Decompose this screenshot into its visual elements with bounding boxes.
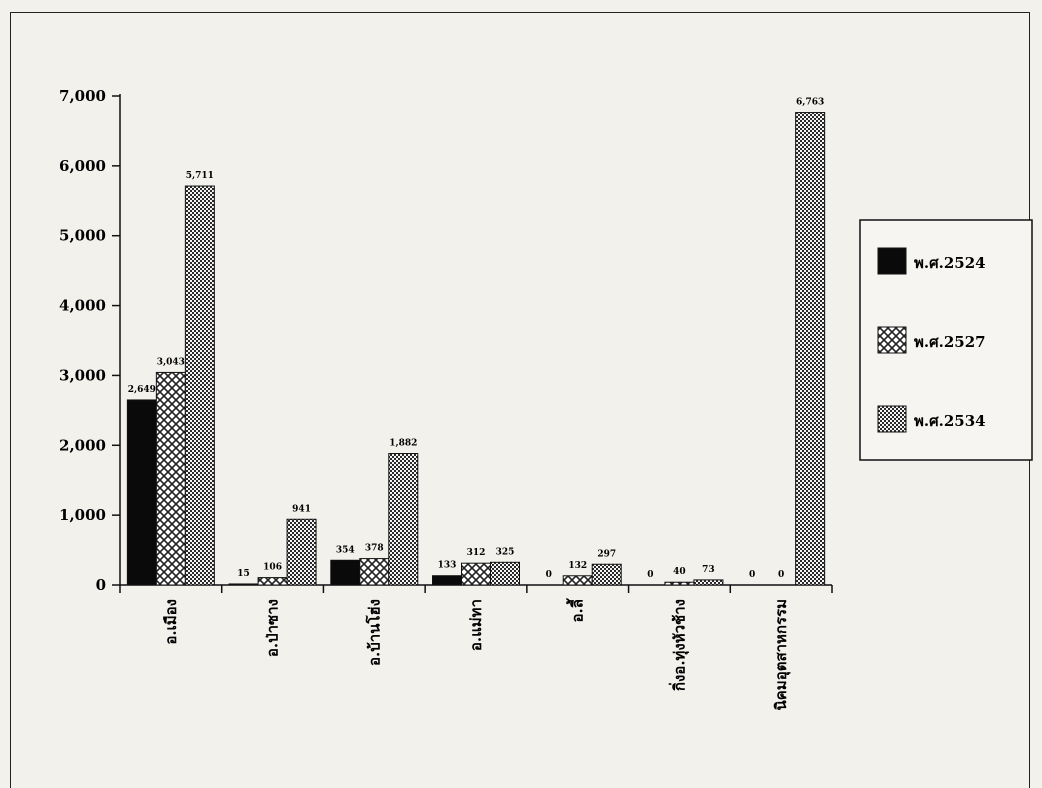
bar xyxy=(591,563,622,586)
bars xyxy=(126,112,826,586)
x-tick-label: อ.ลี้ xyxy=(566,598,587,623)
y-tick-label: 1,000 xyxy=(59,506,106,524)
legend-label: พ.ศ.2524 xyxy=(914,254,986,272)
data-label: 3,043 xyxy=(157,357,185,367)
bar xyxy=(562,575,593,586)
bar xyxy=(228,583,259,586)
legend-label: พ.ศ.2527 xyxy=(914,333,986,351)
bar xyxy=(330,559,361,586)
bar xyxy=(388,453,419,586)
bar xyxy=(126,399,157,586)
bar xyxy=(155,371,186,586)
data-label: 73 xyxy=(702,565,715,575)
y-tick-label: 7,000 xyxy=(59,87,106,105)
data-label: 6,763 xyxy=(796,98,824,108)
data-label: 15 xyxy=(237,569,250,579)
x-tick-label: อ.ป่าซาง xyxy=(264,599,282,657)
data-label: 325 xyxy=(496,547,515,557)
bar xyxy=(490,561,520,586)
data-label: 354 xyxy=(336,545,355,555)
x-tick-label: นิคมอุตสาหกรรม xyxy=(772,599,791,710)
data-label: 0 xyxy=(546,570,552,580)
data-label: 132 xyxy=(568,561,587,571)
data-label: 312 xyxy=(467,548,486,558)
category-labels: อ.เมือง อ.ป่าซาง อ.บ้านโฮ่ง อ.แม่ทา อ.ลี้ กิ่… xyxy=(162,598,791,711)
bar xyxy=(795,112,826,586)
data-label: 1,882 xyxy=(389,439,417,449)
y-tick-label: 6,000 xyxy=(59,157,106,175)
x-tick-label: อ.บ้านโฮ่ง xyxy=(364,599,383,666)
bar xyxy=(257,577,288,586)
bar xyxy=(359,558,390,586)
legend-swatch xyxy=(877,326,907,354)
data-label: 133 xyxy=(438,561,457,571)
data-label: 941 xyxy=(292,504,311,514)
data-label: 0 xyxy=(749,570,755,580)
legend-swatch xyxy=(877,405,907,433)
value-labels: 2,649 3,043 5,711 15 106 941 354 378 1,882 133 312… xyxy=(128,98,824,580)
x-tick-label: กิ่งอ.ทุ่งหัวช้าง xyxy=(668,599,689,691)
data-label: 378 xyxy=(365,544,384,554)
data-label: 0 xyxy=(647,570,653,580)
data-label: 5,711 xyxy=(186,171,214,181)
data-label: 0 xyxy=(778,570,784,580)
x-tick-label: อ.เมือง xyxy=(162,599,180,645)
legend: พ.ศ.2524 พ.ศ.2527 พ.ศ.2534 xyxy=(859,219,1033,461)
bar xyxy=(432,575,462,586)
bar xyxy=(693,579,724,586)
x-tick-label: อ.แม่ทา xyxy=(467,599,485,651)
y-tick-label: 4,000 xyxy=(59,297,106,315)
data-label: 106 xyxy=(263,563,282,573)
y-tick-label: 3,000 xyxy=(59,366,106,384)
data-label: 40 xyxy=(673,567,686,577)
data-label: 2,649 xyxy=(128,385,156,395)
data-label: 297 xyxy=(597,549,616,559)
bar xyxy=(664,581,695,586)
bar xyxy=(461,562,491,586)
bar xyxy=(286,518,317,586)
y-tick-label: 2,000 xyxy=(59,436,106,454)
y-tick-label: 5,000 xyxy=(59,227,106,245)
legend-label: พ.ศ.2534 xyxy=(914,412,986,430)
y-tick-label: 0 xyxy=(96,576,106,594)
legend-swatch xyxy=(877,247,907,275)
bar xyxy=(184,185,215,586)
